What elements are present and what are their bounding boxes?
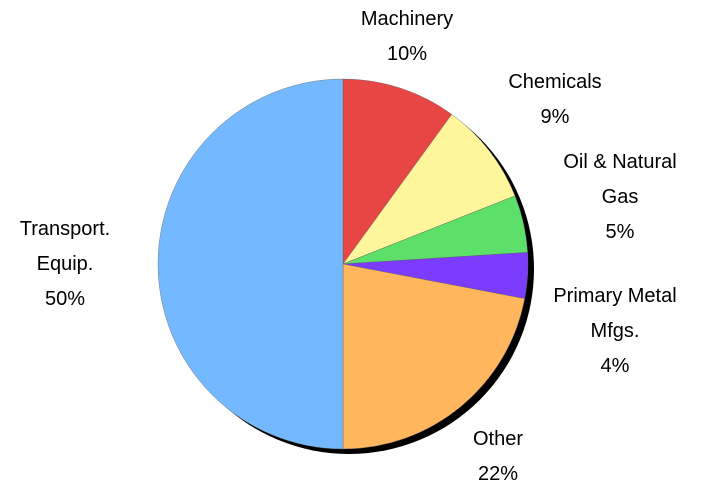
value-label: 10%	[386, 43, 428, 65]
value-label: 5%	[605, 221, 635, 243]
category-name: Machinery	[360, 8, 454, 30]
value-label: 22%	[477, 463, 519, 482]
pie-slice	[157, 78, 344, 450]
pie-slice	[342, 78, 453, 265]
category-name: Transport. Equip.	[19, 218, 111, 275]
category-name: Other	[472, 428, 524, 450]
pie-slice	[342, 114, 516, 265]
value-label: 9%	[540, 106, 570, 128]
slice-label: Machinery 10%	[327, 2, 487, 72]
value-label: 50%	[44, 288, 86, 310]
pie-slice	[342, 263, 525, 450]
category-name: Oil & Natural Gas	[563, 151, 677, 208]
slice-label: Other 22%	[438, 422, 558, 482]
category-name: Chemicals	[508, 71, 602, 93]
value-label: 4%	[600, 355, 630, 377]
slice-label: Primary Metal Mfgs. 4%	[545, 279, 685, 384]
slice-label: Transport. Equip. 50%	[10, 212, 120, 317]
category-name: Primary Metal Mfgs.	[553, 285, 677, 342]
slice-label: Chemicals 9%	[475, 65, 635, 135]
slice-label: Oil & Natural Gas 5%	[555, 145, 685, 250]
